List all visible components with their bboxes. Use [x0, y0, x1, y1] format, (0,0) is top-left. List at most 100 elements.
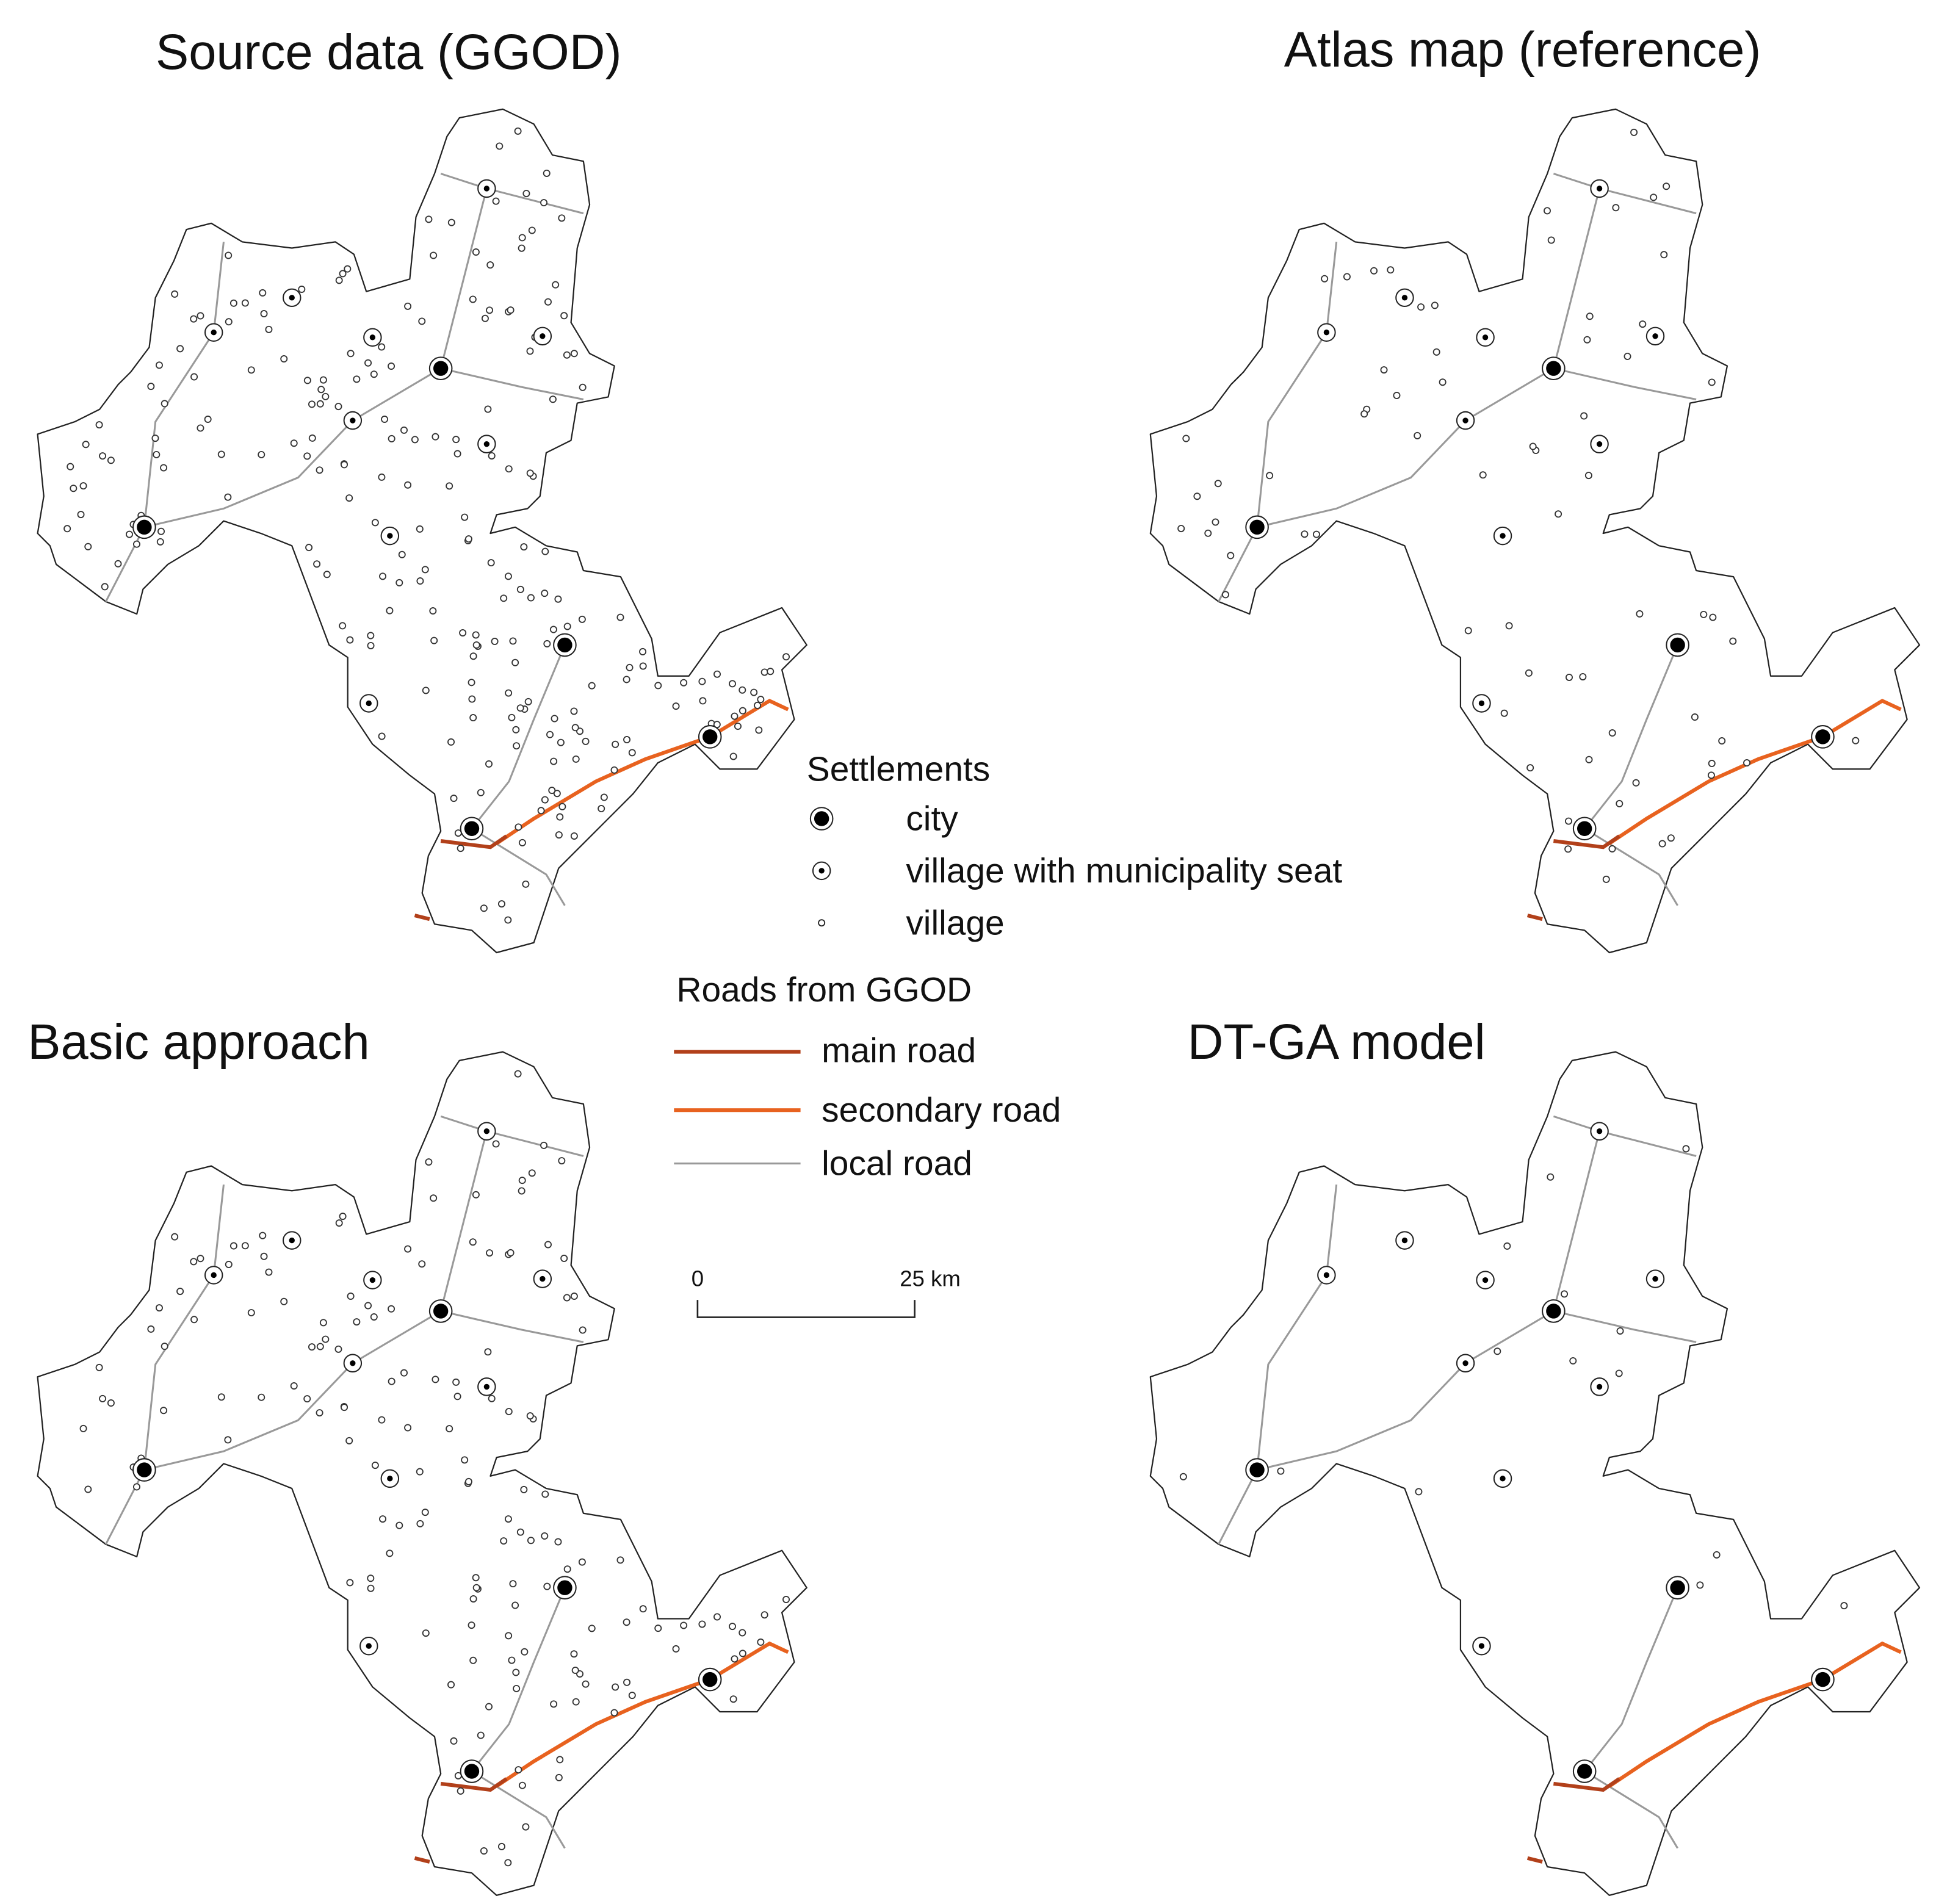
village — [500, 1537, 508, 1545]
village — [1503, 1242, 1511, 1250]
city-dot — [557, 1580, 572, 1595]
municipality-seat-dot — [289, 1237, 295, 1244]
village — [543, 1582, 551, 1590]
village — [610, 766, 618, 774]
village — [1565, 673, 1573, 681]
village — [504, 916, 512, 924]
village — [528, 1169, 536, 1177]
village — [132, 1483, 140, 1491]
municipality-seat-dot — [211, 330, 217, 336]
village — [339, 270, 347, 278]
village — [1608, 845, 1616, 853]
village — [260, 310, 268, 318]
village — [430, 636, 438, 644]
village — [303, 1395, 311, 1403]
village — [1431, 301, 1439, 309]
village — [563, 351, 571, 359]
village — [1555, 510, 1562, 518]
village — [1505, 622, 1513, 630]
village — [197, 312, 204, 320]
village — [241, 1242, 249, 1250]
village — [497, 900, 505, 908]
village — [516, 1528, 524, 1536]
village — [308, 400, 316, 408]
city-dot — [1249, 519, 1265, 535]
legend-symbol — [814, 811, 829, 826]
village — [190, 315, 198, 323]
village — [1301, 530, 1309, 538]
secondary-road — [1608, 1641, 1902, 1788]
municipality-seat-dot — [1482, 1277, 1489, 1283]
village — [1616, 1327, 1624, 1335]
village — [1547, 1173, 1555, 1181]
village — [509, 637, 517, 645]
village — [319, 376, 327, 384]
village — [1387, 266, 1395, 274]
village — [265, 1268, 273, 1276]
scale-line — [696, 1300, 916, 1318]
village — [1529, 442, 1537, 450]
village — [1277, 1467, 1285, 1475]
village — [452, 436, 460, 444]
village — [335, 276, 343, 284]
village — [1464, 627, 1472, 635]
village — [84, 543, 92, 550]
village — [305, 544, 313, 552]
village — [367, 1584, 375, 1592]
local-road — [144, 1310, 441, 1471]
village — [1343, 273, 1351, 281]
village — [161, 1343, 168, 1350]
village — [1663, 182, 1671, 190]
village — [553, 790, 561, 798]
local-road — [1257, 367, 1555, 528]
village — [1852, 737, 1860, 745]
map — [37, 108, 807, 954]
village — [739, 1629, 746, 1637]
village — [729, 1695, 737, 1703]
village — [556, 813, 564, 821]
village — [1632, 779, 1640, 787]
village — [518, 1187, 526, 1195]
village — [477, 1731, 485, 1739]
village — [224, 493, 232, 501]
municipality-seat-dot — [540, 333, 546, 339]
village — [446, 1425, 453, 1433]
village — [79, 1424, 87, 1432]
village — [516, 704, 524, 712]
village — [247, 366, 255, 374]
village — [323, 571, 331, 579]
village — [480, 904, 488, 912]
village — [386, 607, 394, 615]
city-dot — [1815, 729, 1830, 745]
village — [556, 1756, 564, 1764]
map-title: Atlas map (reference) — [1284, 22, 1761, 78]
municipality-seat-dot — [1596, 1383, 1603, 1390]
municipality-seat-dot — [387, 533, 393, 539]
village — [107, 456, 115, 464]
local-road — [1218, 1184, 1338, 1545]
village — [515, 823, 522, 831]
village — [555, 831, 563, 839]
village — [570, 350, 578, 358]
village — [472, 641, 480, 649]
village — [452, 1378, 460, 1386]
village — [345, 494, 353, 502]
village — [600, 793, 608, 801]
city-dot — [703, 729, 718, 745]
village — [1700, 610, 1708, 618]
village — [485, 1703, 493, 1711]
local-road — [1218, 242, 1338, 602]
village — [404, 1245, 412, 1253]
village — [518, 838, 526, 846]
village — [729, 1623, 737, 1631]
village — [1691, 713, 1699, 721]
municipality-seat-dot — [1500, 533, 1506, 539]
village — [487, 559, 495, 567]
village — [518, 1177, 526, 1185]
village — [1544, 207, 1551, 215]
village — [563, 1565, 571, 1573]
village — [654, 682, 662, 690]
city-dot — [1815, 1671, 1830, 1687]
local-road — [439, 1131, 488, 1311]
legend-symbol — [818, 919, 826, 927]
